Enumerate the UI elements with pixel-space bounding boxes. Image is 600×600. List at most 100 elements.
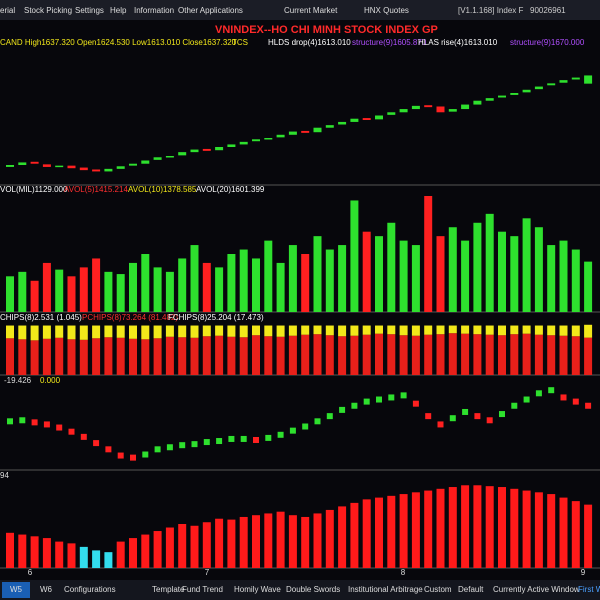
hist-bar — [350, 502, 359, 568]
candle — [547, 83, 556, 86]
menu-item[interactable]: Current Market — [284, 6, 338, 15]
hist-bar — [6, 532, 14, 568]
hist-bar — [571, 501, 580, 568]
menu-item[interactable]: 90026961 — [530, 6, 566, 15]
osc-mark — [142, 451, 149, 458]
chips-bar — [313, 334, 322, 375]
osc-mark — [535, 390, 542, 397]
menu-item[interactable]: Stock Picking — [24, 6, 72, 15]
hist-bar — [547, 494, 556, 568]
hist-bar — [424, 490, 433, 568]
tab-active — [2, 582, 30, 598]
volume-bar — [55, 269, 64, 312]
indicator-label: FCHIPS(8)25.204 (17.473) — [168, 313, 264, 322]
volume-bar — [399, 240, 408, 312]
hist-bar — [141, 534, 150, 568]
indicator-label: HLAS rise(4)1613.010 — [418, 38, 498, 47]
tab[interactable]: Institutional Arbitrage — [348, 585, 423, 594]
volume-bar — [276, 262, 285, 312]
osc-mark — [376, 396, 382, 403]
tab[interactable]: Custom — [424, 585, 452, 594]
hist-bar — [55, 541, 64, 568]
hist-bar — [30, 536, 39, 568]
tab[interactable]: Template — [152, 585, 185, 594]
chips-bar — [522, 325, 531, 334]
volume-bar — [30, 280, 39, 312]
hist-bar — [325, 509, 334, 568]
menu-item[interactable]: Other Applications — [178, 6, 243, 15]
indicator-label: AVOL(20)1601.399 — [196, 185, 265, 194]
menu-item[interactable]: Information — [134, 6, 174, 15]
chips-bar — [165, 336, 174, 375]
chips-bar — [42, 338, 51, 375]
chips-bar — [79, 325, 88, 340]
osc-mark — [400, 392, 407, 399]
tab[interactable]: Homily Wave — [234, 585, 281, 594]
chips-bar — [227, 336, 236, 375]
chips-bar — [387, 334, 396, 375]
menu-item[interactable]: erial — [0, 6, 15, 15]
volume-bar — [42, 262, 51, 312]
volume-bar — [178, 258, 187, 312]
volume-bar — [510, 236, 519, 312]
chips-bar — [338, 336, 347, 375]
chips-bar — [18, 339, 27, 375]
chips-bar — [301, 334, 310, 375]
osc-mark — [425, 413, 432, 420]
menu-item[interactable]: Help — [110, 6, 127, 15]
chips-bar — [571, 336, 580, 375]
chips-bar — [227, 325, 236, 337]
candle — [67, 165, 76, 169]
osc-mark — [499, 411, 505, 418]
indicator-label: PCHIPS(8)73.264 (81.482) — [82, 313, 178, 322]
tab[interactable]: Double Swords — [286, 585, 340, 594]
chips-bar — [6, 325, 14, 339]
indicator-label: VOL(MIL)1129.000 — [0, 185, 68, 194]
candle — [571, 77, 580, 80]
volume-bar — [534, 227, 543, 312]
chips-bar — [522, 333, 531, 375]
menu-item[interactable]: [V1.1.168] Index F — [458, 6, 523, 15]
tab-bar — [0, 580, 600, 600]
hist-bar — [485, 486, 494, 568]
hist-bar — [375, 497, 383, 568]
tab[interactable]: Fund Trend — [182, 585, 223, 594]
chips-bar — [116, 337, 125, 375]
volume-bar — [448, 227, 457, 312]
volume-bar — [522, 218, 531, 312]
tab[interactable]: Currently Active Window — [493, 585, 580, 594]
tab[interactable]: Default — [458, 585, 484, 594]
x-tick-label: 6 — [28, 568, 33, 577]
candle — [411, 105, 420, 110]
volume-bar — [338, 245, 347, 312]
indicator-label: TCS — [232, 38, 248, 47]
chips-bar — [202, 336, 211, 375]
chips-bar — [18, 325, 27, 340]
volume-bar — [473, 222, 482, 312]
tab[interactable]: W6 — [40, 585, 53, 594]
chips-bar — [313, 325, 322, 335]
osc-mark — [388, 394, 395, 401]
hist-bar — [104, 552, 113, 568]
hist-bar — [473, 485, 482, 568]
candle — [350, 118, 359, 122]
menu-item[interactable]: HNX Quotes — [364, 6, 409, 15]
indicator-label: structure(9)1670.000 — [510, 38, 585, 47]
volume-bar — [461, 240, 470, 312]
tab[interactable]: First Win — [578, 585, 600, 594]
tab[interactable]: W5 — [10, 585, 23, 594]
indicator-label: HLDS drop(4)1613.010 — [268, 38, 351, 47]
osc-mark — [560, 394, 567, 401]
volume-bar — [18, 271, 27, 312]
chips-bar — [584, 337, 593, 375]
chips-bar — [6, 338, 14, 375]
volume-bar — [571, 249, 580, 312]
candle — [522, 89, 531, 93]
chips-bar — [534, 325, 543, 335]
candle — [584, 75, 593, 84]
volume-bar — [129, 262, 137, 312]
chips-bar — [276, 325, 285, 337]
menu-item[interactable]: Settings — [75, 6, 104, 15]
tab[interactable]: Configurations — [64, 585, 116, 594]
